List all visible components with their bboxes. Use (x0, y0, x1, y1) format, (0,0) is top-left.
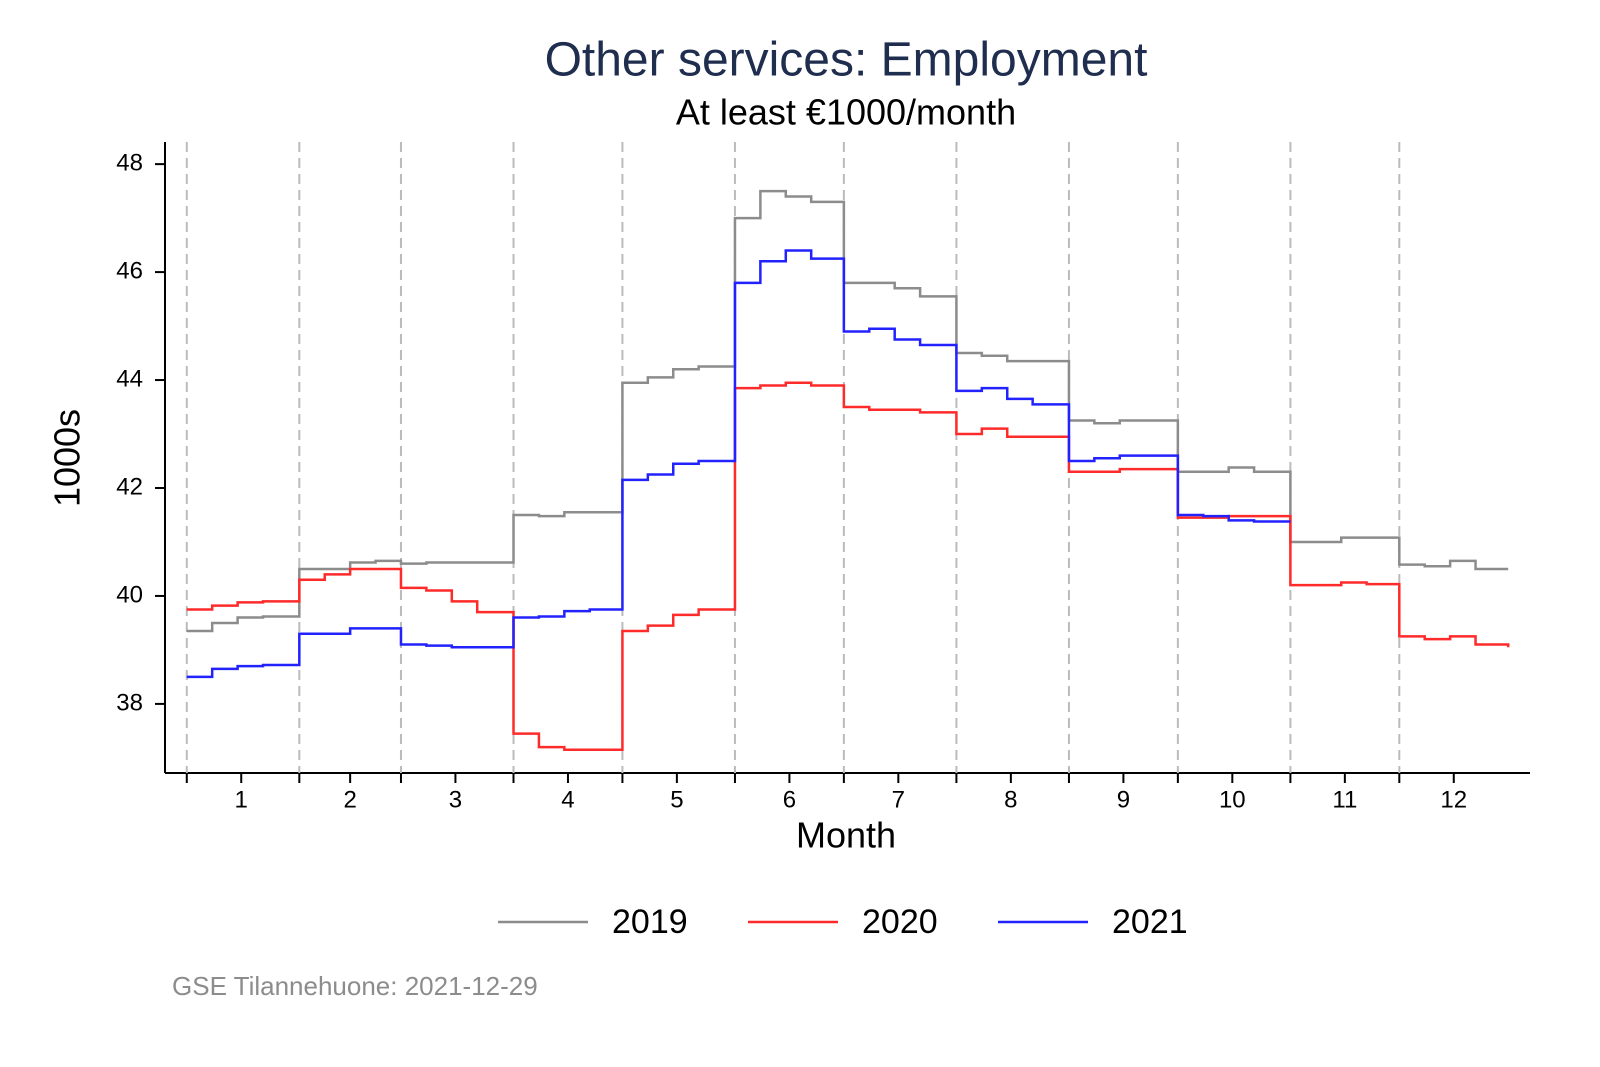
x-tick-label: 6 (783, 786, 796, 813)
x-tick-label: 8 (1004, 786, 1017, 813)
legend-label: 2020 (862, 903, 938, 941)
y-axis-label: 1000s (47, 409, 88, 507)
chart-subtitle: At least €1000/month (676, 92, 1016, 133)
x-tick-label: 12 (1440, 786, 1467, 813)
series-line (186, 189, 1509, 633)
x-tick-label: 3 (449, 786, 462, 813)
series-line (186, 249, 1291, 679)
x-tick-label: 11 (1332, 786, 1357, 813)
x-tick-label: 4 (561, 786, 574, 813)
y-tick-label: 38 (116, 689, 143, 716)
x-tick-label: 9 (1117, 786, 1130, 813)
chart-title: Other services: Employment (545, 34, 1148, 87)
y-tick-label: 48 (116, 149, 143, 176)
x-tick-label: 2 (343, 786, 356, 813)
series-line (186, 381, 1510, 752)
y-tick-label: 40 (116, 581, 143, 608)
x-tick-label: 10 (1219, 786, 1246, 813)
legend-label: 2019 (612, 903, 688, 941)
source-note: GSE Tilannehuone: 2021-12-29 (172, 971, 538, 1001)
y-tick-label: 42 (116, 473, 143, 500)
x-tick-label: 7 (892, 786, 905, 813)
x-tick-label: 1 (235, 786, 248, 813)
legend-label: 2021 (1112, 903, 1188, 941)
x-axis-label: Month (796, 815, 896, 856)
x-tick-label: 5 (670, 786, 683, 813)
y-tick-label: 44 (116, 365, 143, 392)
y-tick-label: 46 (116, 257, 143, 284)
